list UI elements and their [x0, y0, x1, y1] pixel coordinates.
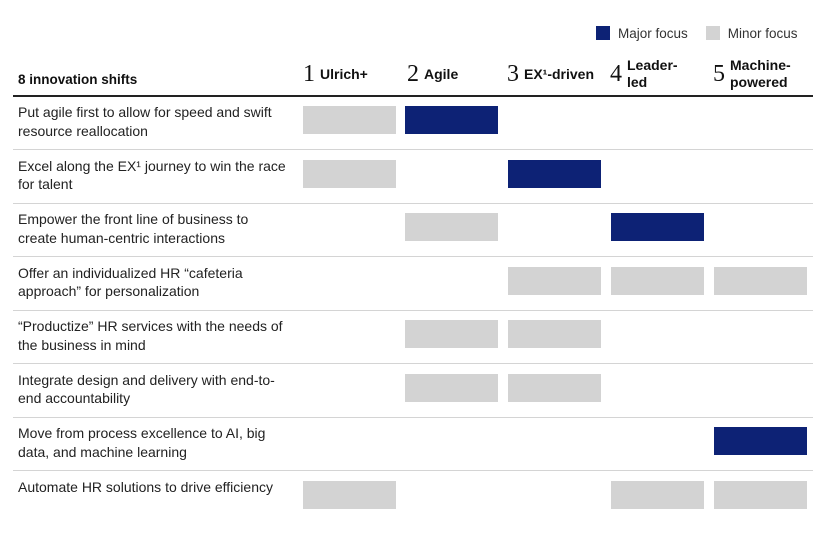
legend-swatch-minor — [705, 26, 720, 40]
row-label: Offer an individualized HR “cafeteria ap… — [18, 264, 243, 300]
table-row: Automate HR solutions to drive efficienc… — [0, 472, 838, 525]
table-header: 8 innovation shifts 1 Ulrich+ 2 Agile 3 … — [0, 52, 838, 96]
row-label: Move from process excellence to AI, big … — [18, 425, 266, 460]
legend-item-minor: Minor focus — [705, 25, 798, 41]
column-number: 4 — [610, 61, 622, 87]
legend-swatch-major — [596, 26, 610, 40]
cell-minor-focus — [303, 106, 396, 134]
legend: Major focus Minor focus — [596, 24, 816, 42]
column-header-2: 2 Agile — [407, 52, 458, 96]
cell-minor-focus — [611, 480, 704, 509]
legend-item-major: Major focus — [596, 26, 688, 41]
table-row: Integrate design and delivery with end-t… — [0, 365, 838, 418]
cell-major-focus — [508, 159, 601, 188]
cell-minor-focus — [714, 480, 807, 509]
cell-major-focus — [405, 106, 498, 134]
row-divider — [13, 256, 813, 257]
legend-label-minor: Minor focus — [727, 25, 798, 41]
cell-minor-focus — [508, 266, 601, 295]
row-divider — [13, 202, 813, 204]
cell-minor-focus — [303, 480, 396, 509]
header-divider — [13, 95, 813, 97]
table-row: Excel along the EX¹ journey to win the r… — [0, 151, 838, 204]
row-label: Put agile first to allow for speed and s… — [18, 104, 272, 139]
cell-minor-focus — [405, 373, 498, 402]
table-row: Move from process excellence to AI, big … — [0, 418, 838, 471]
column-header-5: 5 Machine- powered — [713, 52, 791, 96]
column-header-4: 4 Leader- led — [610, 52, 678, 96]
legend-label-major: Major focus — [618, 25, 688, 41]
column-number: 2 — [407, 61, 419, 87]
cell-minor-focus — [508, 320, 601, 348]
row-divider — [13, 149, 813, 150]
cell-minor-focus — [405, 213, 498, 241]
row-divider — [13, 363, 813, 364]
cell-minor-focus — [714, 266, 807, 295]
row-divider — [13, 416, 813, 418]
row-divider — [13, 309, 813, 311]
row-label: Empower the front line of business to cr… — [18, 211, 249, 246]
table-row: “Productize” HR services with the needs … — [0, 311, 838, 364]
header-title: 8 innovation shifts — [18, 72, 138, 87]
cell-major-focus — [714, 427, 807, 455]
column-number: 3 — [507, 61, 519, 87]
cell-minor-focus — [405, 320, 498, 348]
cell-minor-focus — [303, 159, 396, 188]
cell-minor-focus — [508, 373, 601, 402]
row-label: Excel along the EX¹ journey to win the r… — [18, 157, 286, 193]
column-number: 5 — [713, 61, 725, 87]
column-label: Leader- led — [627, 57, 678, 90]
table-row: Put agile first to allow for speed and s… — [0, 97, 838, 150]
table-row: Offer an individualized HR “cafeteria ap… — [0, 258, 838, 311]
column-label: Agile — [424, 65, 459, 82]
column-header-3: 3 EX¹-driven — [507, 52, 594, 96]
cell-major-focus — [611, 213, 704, 241]
column-label: Ulrich+ — [320, 65, 368, 82]
column-label: EX¹-driven — [524, 65, 595, 82]
table-row: Empower the front line of business to cr… — [0, 204, 838, 257]
column-number: 1 — [303, 61, 315, 87]
column-label: Machine- powered — [730, 57, 791, 90]
row-label: Integrate design and delivery with end-t… — [18, 371, 275, 407]
cell-minor-focus — [611, 266, 704, 295]
row-label: “Productize” HR services with the needs … — [18, 318, 283, 353]
column-header-1: 1 Ulrich+ — [303, 52, 368, 96]
row-label: Automate HR solutions to drive efficienc… — [18, 478, 273, 495]
row-divider — [13, 470, 813, 471]
